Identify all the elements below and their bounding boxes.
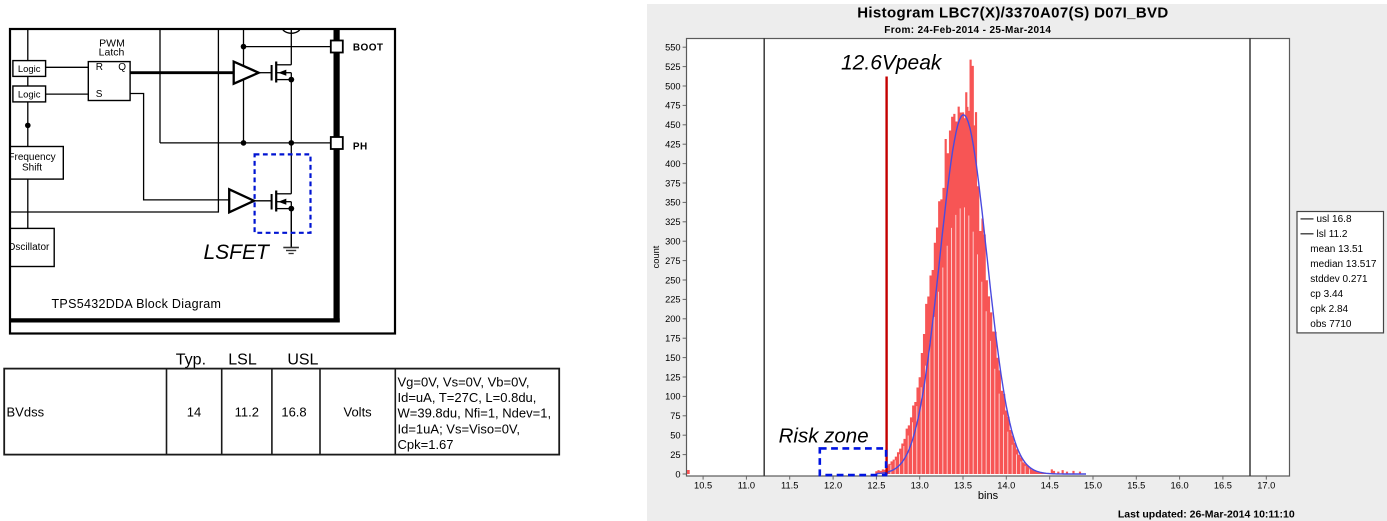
svg-text:175: 175 — [665, 334, 681, 344]
svg-text:Last updated: 26-Mar-2014 10:1: Last updated: 26-Mar-2014 10:11:10 — [1118, 509, 1295, 521]
svg-text:Oscillator: Oscillator — [8, 242, 50, 253]
svg-text:S: S — [96, 89, 103, 100]
svg-text:Volts: Volts — [344, 404, 373, 419]
svg-text:17.0: 17.0 — [1257, 481, 1275, 491]
svg-text:75: 75 — [670, 411, 680, 421]
svg-text:15.5: 15.5 — [1127, 481, 1145, 491]
svg-text:Logic: Logic — [18, 89, 41, 100]
svg-text:From: 24-Feb-2014 - 25-Mar-201: From: 24-Feb-2014 - 25-Mar-2014 — [884, 25, 1051, 36]
svg-text:Id=uA, T=27C, L=0.8du,: Id=uA, T=27C, L=0.8du, — [398, 390, 537, 405]
svg-text:475: 475 — [665, 101, 681, 111]
svg-text:LSFET: LSFET — [204, 241, 272, 264]
svg-text:usl 16.8: usl 16.8 — [1317, 214, 1352, 225]
svg-text:12.0: 12.0 — [824, 481, 842, 491]
svg-text:13.5: 13.5 — [954, 481, 972, 491]
svg-text:14.0: 14.0 — [997, 481, 1015, 491]
svg-text:525: 525 — [665, 62, 681, 72]
svg-text:cpk 2.84: cpk 2.84 — [1310, 304, 1348, 315]
svg-text:16.5: 16.5 — [1214, 481, 1232, 491]
svg-text:BVdss: BVdss — [7, 405, 45, 420]
svg-text:cp 3.44: cp 3.44 — [1310, 289, 1343, 300]
svg-text:25: 25 — [670, 450, 680, 460]
svg-text:50: 50 — [670, 431, 680, 441]
svg-text:mean 13.51: mean 13.51 — [1310, 244, 1363, 255]
svg-text:200: 200 — [665, 314, 681, 324]
svg-text:stddev 0.271: stddev 0.271 — [1310, 274, 1368, 285]
svg-text:obs 7710: obs 7710 — [1310, 319, 1352, 330]
svg-text:Histogram LBC7(X)/3370A07(S) D: Histogram LBC7(X)/3370A07(S) D07I_BVD — [857, 5, 1168, 22]
svg-text:225: 225 — [665, 295, 681, 305]
svg-text:Typ.: Typ. — [176, 351, 206, 368]
svg-text:250: 250 — [665, 275, 681, 285]
svg-text:Shift: Shift — [22, 162, 42, 173]
svg-text:400: 400 — [665, 159, 681, 169]
svg-text:TPS5432DDA Block Diagram: TPS5432DDA Block Diagram — [52, 297, 222, 311]
svg-text:14.5: 14.5 — [1041, 481, 1059, 491]
svg-text:300: 300 — [665, 237, 681, 247]
svg-text:275: 275 — [665, 256, 681, 266]
svg-text:0: 0 — [675, 469, 680, 479]
svg-text:lsl 11.2: lsl 11.2 — [1317, 229, 1348, 240]
svg-text:500: 500 — [665, 81, 681, 91]
svg-text:LSL: LSL — [228, 351, 257, 368]
svg-text:16.8: 16.8 — [281, 404, 306, 419]
svg-text:Logic: Logic — [18, 64, 41, 75]
svg-text:11.2: 11.2 — [235, 404, 259, 419]
svg-text:W=39.8du, Nfi=1, Ndev=1,: W=39.8du, Nfi=1, Ndev=1, — [398, 406, 552, 421]
svg-text:15.0: 15.0 — [1084, 481, 1102, 491]
svg-text:Cpk=1.67: Cpk=1.67 — [398, 437, 454, 452]
svg-text:12.6Vpeak: 12.6Vpeak — [841, 51, 943, 74]
svg-text:350: 350 — [665, 198, 681, 208]
svg-text:10.5: 10.5 — [694, 481, 712, 491]
svg-text:PH: PH — [353, 141, 368, 152]
svg-text:Id=1uA; Vs=Viso=0V,: Id=1uA; Vs=Viso=0V, — [398, 421, 521, 436]
svg-text:550: 550 — [665, 43, 681, 53]
svg-text:BOOT: BOOT — [353, 42, 384, 53]
svg-text:Latch: Latch — [99, 47, 125, 59]
svg-text:R: R — [96, 62, 103, 73]
svg-text:325: 325 — [665, 217, 681, 227]
svg-text:PWM: PWM — [99, 38, 125, 50]
svg-text:bins: bins — [978, 490, 999, 502]
svg-text:100: 100 — [665, 392, 681, 402]
svg-text:Vg=0V, Vs=0V, Vb=0V,: Vg=0V, Vs=0V, Vb=0V, — [398, 374, 530, 389]
svg-text:13.0: 13.0 — [911, 481, 929, 491]
svg-text:150: 150 — [665, 353, 681, 363]
svg-text:450: 450 — [665, 120, 681, 130]
svg-text:Q: Q — [118, 62, 126, 73]
svg-text:16.0: 16.0 — [1171, 481, 1189, 491]
svg-text:Risk zone: Risk zone — [779, 425, 869, 448]
svg-text:14: 14 — [187, 404, 201, 419]
svg-text:11.0: 11.0 — [738, 481, 755, 491]
svg-text:count: count — [651, 245, 661, 268]
svg-text:375: 375 — [665, 178, 681, 188]
svg-text:11.5: 11.5 — [781, 481, 798, 491]
svg-text:USL: USL — [287, 351, 318, 368]
svg-text:12.5: 12.5 — [867, 481, 885, 491]
svg-text:median 13.517: median 13.517 — [1310, 259, 1377, 270]
svg-text:125: 125 — [665, 372, 681, 382]
svg-text:425: 425 — [665, 140, 681, 150]
svg-text:Frequency: Frequency — [8, 152, 55, 163]
